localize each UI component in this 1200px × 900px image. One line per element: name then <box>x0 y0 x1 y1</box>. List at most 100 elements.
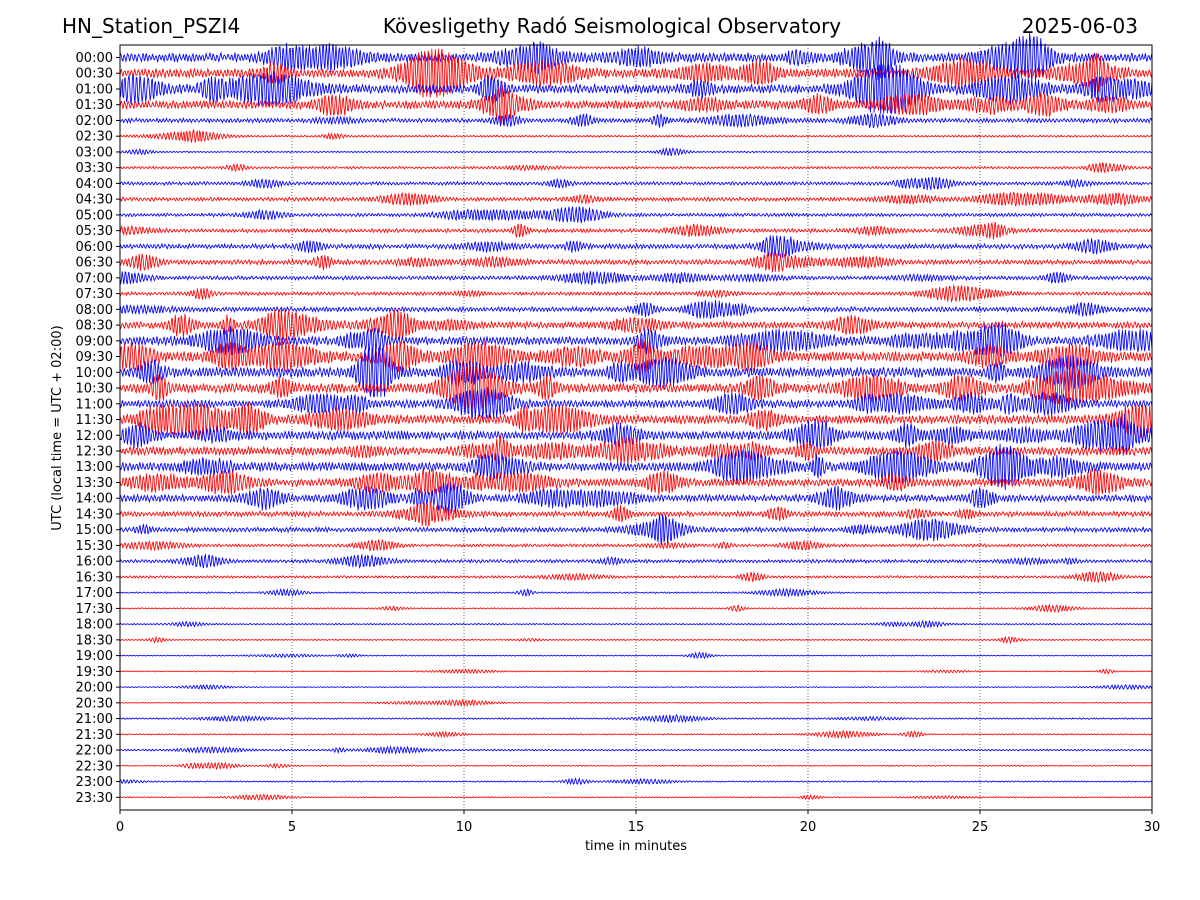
y-tick-label: 06:30 <box>76 256 113 271</box>
y-tick-label: 12:00 <box>76 429 113 444</box>
x-tick-label-10: 10 <box>456 820 473 835</box>
y-tick-label: 17:30 <box>76 602 113 617</box>
y-tick-label: 02:30 <box>76 130 113 145</box>
y-tick-label: 15:00 <box>76 523 113 538</box>
trace-08:30 <box>119 308 1153 342</box>
trace-14:00 <box>119 481 1153 516</box>
y-tick-label: 00:30 <box>76 67 113 82</box>
trace-22:30 <box>119 761 1153 771</box>
x-axis-ticks: 0 5 10 15 20 25 30 <box>116 810 1160 835</box>
trace-12:00 <box>119 413 1153 456</box>
x-tick-label-15: 15 <box>628 820 645 835</box>
trace-22:00 <box>119 745 1153 755</box>
y-tick-label: 11:30 <box>76 413 113 428</box>
trace-21:00 <box>119 713 1153 724</box>
trace-09:30 <box>119 338 1153 376</box>
y-tick-label: 07:30 <box>76 287 113 302</box>
trace-16:30 <box>119 571 1153 583</box>
y-tick-label: 00:00 <box>76 51 113 66</box>
y-tick-label: 14:00 <box>76 492 113 507</box>
trace-03:00 <box>119 146 1153 157</box>
trace-04:30 <box>119 191 1153 207</box>
trace-07:30 <box>119 284 1153 303</box>
y-tick-label: 03:30 <box>76 161 113 176</box>
y-tick-label: 10:00 <box>76 366 113 381</box>
y-tick-label: 05:30 <box>76 224 113 239</box>
y-tick-label: 10:30 <box>76 382 113 397</box>
y-tick-label: 01:00 <box>76 82 113 97</box>
trace-13:00 <box>119 443 1153 490</box>
y-tick-label: 08:30 <box>76 319 113 334</box>
x-tick-label-5: 5 <box>288 820 296 835</box>
vertical-gridlines <box>291 45 981 810</box>
trace-19:30 <box>119 668 1153 675</box>
trace-02:30 <box>119 128 1153 143</box>
x-tick-label-25: 25 <box>972 820 989 835</box>
chart-date: 2025-06-03 <box>1021 14 1138 38</box>
chart-title: Kövesligethy Radó Seismological Observat… <box>382 14 842 38</box>
trace-19:00 <box>119 651 1153 660</box>
x-tick-label-20: 20 <box>800 820 817 835</box>
y-tick-label: 23:00 <box>76 775 113 790</box>
y-tick-label: 04:30 <box>76 193 113 208</box>
seismic-traces <box>119 33 1153 802</box>
y-tick-label: 05:00 <box>76 208 113 223</box>
trace-20:00 <box>119 683 1153 691</box>
trace-05:00 <box>119 205 1153 224</box>
trace-16:00 <box>119 553 1153 569</box>
trace-06:30 <box>119 252 1153 273</box>
y-tick-label: 06:00 <box>76 240 113 255</box>
y-tick-label: 19:00 <box>76 649 113 664</box>
y-tick-label: 18:00 <box>76 618 113 633</box>
y-tick-label: 20:30 <box>76 696 113 711</box>
trace-01:00 <box>119 64 1153 115</box>
trace-01:30 <box>119 82 1153 127</box>
trace-07:00 <box>119 270 1153 286</box>
y-tick-label: 21:30 <box>76 728 113 743</box>
y-tick-label: 23:30 <box>76 791 113 806</box>
y-tick-label: 22:30 <box>76 759 113 774</box>
trace-11:00 <box>119 386 1153 420</box>
trace-17:00 <box>119 587 1153 598</box>
y-tick-label: 09:30 <box>76 350 113 365</box>
trace-03:30 <box>119 161 1153 174</box>
y-tick-label: 11:00 <box>76 397 113 412</box>
y-tick-label: 20:00 <box>76 681 113 696</box>
y-axis-ticks: 00:0000:3001:0001:3002:0002:3003:0003:30… <box>76 51 120 806</box>
trace-23:30 <box>119 793 1153 802</box>
y-tick-label: 07:00 <box>76 271 113 286</box>
trace-14:30 <box>119 501 1153 527</box>
y-tick-label: 13:00 <box>76 460 113 475</box>
trace-02:00 <box>119 112 1153 129</box>
x-axis-label: time in minutes <box>585 839 687 854</box>
x-tick-label-0: 0 <box>116 820 124 835</box>
trace-21:30 <box>119 729 1152 740</box>
trace-08:00 <box>119 299 1153 319</box>
trace-06:00 <box>119 235 1153 258</box>
y-tick-label: 13:30 <box>76 476 113 491</box>
y-tick-label: 12:30 <box>76 445 113 460</box>
y-tick-label: 14:30 <box>76 507 113 522</box>
trace-10:30 <box>119 363 1153 411</box>
y-tick-label: 02:00 <box>76 114 113 129</box>
trace-05:30 <box>119 221 1153 240</box>
y-tick-label: 18:30 <box>76 633 113 648</box>
trace-10:00 <box>119 347 1153 398</box>
trace-12:30 <box>119 435 1153 466</box>
trace-09:00 <box>119 323 1153 357</box>
y-axis-label: UTC (local time = UTC + 02:00) <box>50 325 65 530</box>
y-tick-label: 22:00 <box>76 744 113 759</box>
y-tick-label: 08:00 <box>76 303 113 318</box>
y-tick-label: 01:30 <box>76 98 113 113</box>
trace-18:30 <box>119 635 1153 645</box>
y-tick-label: 03:00 <box>76 145 113 160</box>
trace-11:30 <box>119 400 1153 440</box>
y-tick-label: 09:00 <box>76 334 113 349</box>
trace-23:00 <box>119 777 1153 786</box>
trace-04:00 <box>119 176 1153 192</box>
station-name: HN_Station_PSZI4 <box>62 14 241 38</box>
y-tick-label: 04:00 <box>76 177 113 192</box>
trace-13:30 <box>119 468 1153 497</box>
